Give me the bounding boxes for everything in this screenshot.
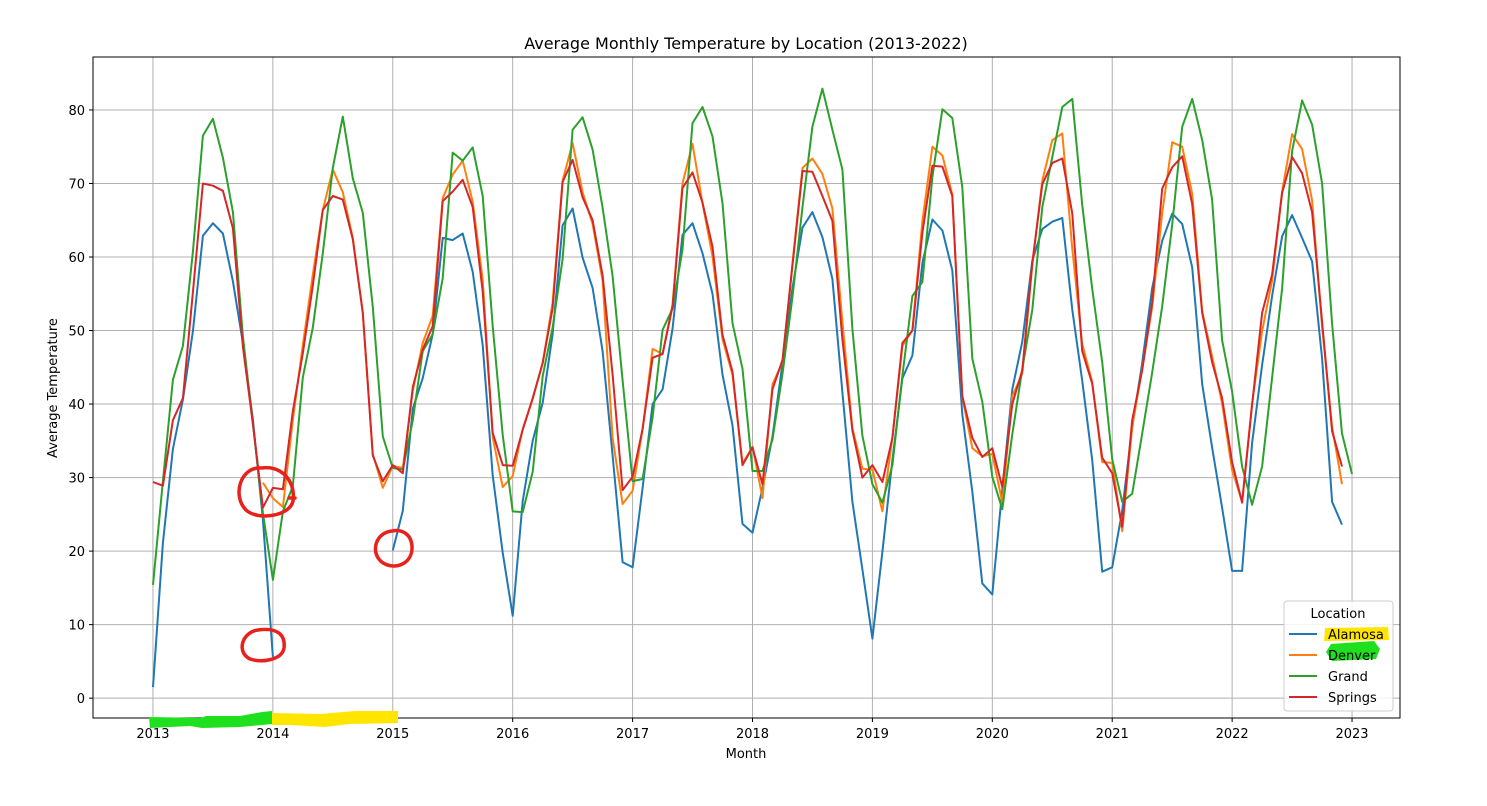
x-tick-label: 2019 [856,727,889,742]
x-tick-label: 2023 [1335,727,1368,742]
y-tick-label: 10 [68,619,85,634]
series-line-denver [262,132,1343,533]
y-axis-label: Average Temperature [46,318,61,458]
legend-entry: Alamosa [1328,628,1384,643]
plot-frame [92,56,1401,719]
red-ellipse-annotation [373,528,414,568]
x-tick-label: 2018 [736,727,769,742]
grid-lines [93,57,1400,718]
y-axis-ticks: 0 10 20 30 40 50 60 70 80 [68,104,93,707]
y-tick-label: 0 [77,692,85,707]
series-line-alamosa [391,207,1343,640]
legend-entry: Denver [1328,649,1376,664]
red-ellipse-annotation [237,465,297,518]
y-tick-label: 20 [68,545,85,560]
red-ellipse-annotation [240,627,286,663]
series-line-grand [152,87,1353,585]
series-lines [152,87,1353,688]
y-tick-label: 70 [68,177,85,192]
x-tick-label: 2016 [496,727,529,742]
chart-title: Average Monthly Temperature by Location … [524,34,968,53]
y-tick-label: 80 [68,104,85,119]
legend: Location Alamosa Denver Grand Springs [1283,600,1394,712]
annotation-marks [149,465,414,728]
x-tick-label: 2013 [136,727,169,742]
x-tick-label: 2020 [976,727,1009,742]
x-tick-label: 2017 [616,727,649,742]
yellow-highlight-annotation [272,711,398,727]
x-tick-label: 2021 [1096,727,1129,742]
y-tick-label: 60 [68,251,85,266]
x-tick-label: 2014 [256,727,289,742]
y-tick-label: 50 [68,325,85,340]
y-tick-label: 40 [68,398,85,413]
series-line-alamosa [152,222,274,688]
x-tick-label: 2015 [376,727,409,742]
x-tick-label: 2022 [1216,727,1249,742]
y-tick-label: 30 [68,472,85,487]
legend-entry: Grand [1328,670,1368,685]
legend-title: Location [1311,607,1366,622]
legend-entry: Springs [1328,691,1377,706]
green-highlight-annotation [1326,641,1380,661]
x-axis-ticks: 2013 2014 2015 2016 2017 2018 2019 2020 2021 2022… [136,718,1369,742]
green-highlight-annotation [149,711,272,728]
yellow-highlight-annotation [1324,627,1389,641]
series-line-springs [152,155,1343,528]
x-axis-label: Month [726,747,767,762]
